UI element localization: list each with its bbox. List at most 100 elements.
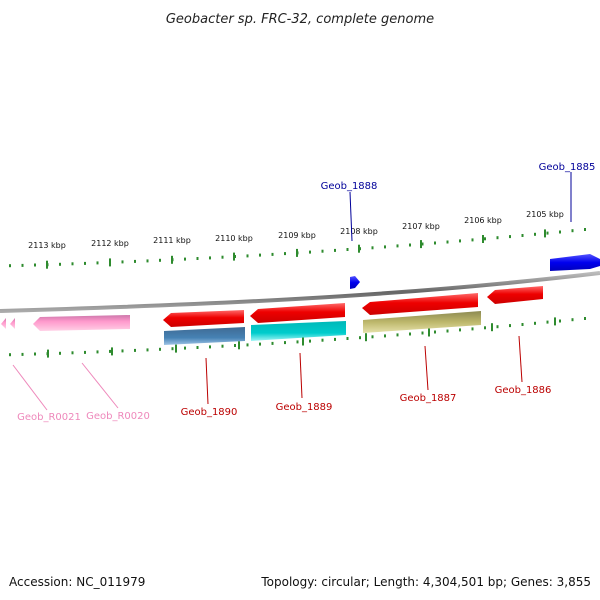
reverse-scale-minor-tick [346, 337, 349, 340]
reverse-strand-row-2 [164, 311, 481, 345]
reverse-scale-minor-tick [146, 348, 149, 352]
reverse-scale-minor-tick [534, 321, 536, 325]
forward-scale-minor-tick [346, 248, 349, 251]
reverse-scale-minor-tick [384, 334, 386, 338]
forward-scale-minor-tick [584, 228, 586, 231]
forward-scale-minor-tick [484, 237, 486, 241]
forward-scale-minor-tick [459, 239, 461, 243]
reverse-scale-minor-tick [259, 342, 261, 346]
reverse-scale-minor-tick [371, 335, 374, 339]
gene-geob-1885[interactable] [550, 254, 600, 271]
reverse-scale-minor-tick [21, 352, 24, 356]
reverse-scale-minor-tick [396, 333, 399, 337]
label-geob-1887[interactable]: Geob_1887 [400, 393, 457, 404]
label-geob-r0020[interactable]: Geob_R0020 [86, 411, 150, 422]
label-geob-1888[interactable]: Geob_1888 [321, 181, 378, 192]
gene-geob-1889[interactable] [250, 303, 345, 323]
forward-scale-minor-tick [159, 258, 161, 262]
reverse-scale-minor-tick [471, 327, 474, 331]
forward-scale-minor-tick [309, 250, 311, 254]
forward-scale-minor-tick [146, 259, 149, 263]
leader-geob-1890 [205, 357, 209, 405]
feature-khaki-block[interactable] [363, 311, 481, 333]
reverse-scale-minor-tick [134, 348, 136, 352]
leader-geob-1888 [349, 191, 353, 242]
tick-label-2111: 2111 kbp [153, 236, 191, 245]
tick-label-2107: 2107 kbp [402, 222, 440, 231]
genome-backbone [0, 271, 600, 313]
reverse-scale-dots [9, 317, 586, 357]
gene-geob-r0021-a[interactable] [1, 318, 6, 329]
reverse-scale-minor-tick [571, 318, 574, 322]
reverse-scale-minor-tick [59, 351, 61, 355]
forward-scale-major-tick [171, 255, 173, 264]
gene-geob-1890[interactable] [163, 310, 244, 327]
forward-scale-minor-tick [84, 261, 86, 265]
reverse-scale-minor-tick [559, 319, 561, 323]
forward-scale-major-tick [233, 252, 235, 261]
reverse-scale-major-tick [47, 349, 49, 358]
label-geob-1889[interactable]: Geob_1889 [276, 402, 333, 413]
forward-scale-minor-tick [471, 238, 474, 242]
reverse-scale-minor-tick [121, 349, 124, 353]
forward-scale-minor-tick [546, 231, 549, 235]
leader-geob-1889 [299, 352, 303, 399]
forward-scale-major-tick [420, 240, 422, 249]
forward-scale-minor-tick [384, 245, 386, 249]
forward-scale-minor-tick [371, 246, 374, 250]
forward-scale-major-tick [358, 244, 360, 253]
forward-scale-minor-tick [409, 243, 411, 247]
scale-labels: 2113 kbp 2112 kbp 2111 kbp 2110 kbp 2109… [28, 210, 564, 250]
gene-geob-1886[interactable] [487, 286, 543, 304]
reverse-scale-minor-tick [446, 329, 449, 333]
reverse-scale-minor-tick [459, 328, 461, 332]
forward-scale-minor-tick [334, 248, 336, 252]
reverse-scale-minor-tick [221, 344, 224, 348]
reverse-scale-minor-tick [184, 346, 186, 350]
forward-scale-minor-tick [509, 235, 511, 239]
gene-geob-1887[interactable] [362, 293, 478, 315]
reverse-scale-minor-tick [509, 324, 511, 328]
reverse-scale-major-tick [554, 317, 556, 326]
tick-label-2112: 2112 kbp [91, 239, 129, 248]
reverse-scale [9, 317, 586, 358]
reverse-scale-minor-tick [496, 325, 499, 329]
feature-steel-block[interactable] [164, 327, 245, 345]
forward-scale-minor-tick [534, 232, 536, 236]
leader-geob-1886 [518, 335, 523, 383]
reverse-scale-minor-tick [271, 341, 274, 345]
tick-label-2108: 2108 kbp [340, 227, 378, 236]
forward-scale-minor-tick [271, 252, 274, 256]
label-geob-1886[interactable]: Geob_1886 [495, 385, 552, 396]
reverse-scale-major-tick [302, 337, 304, 346]
reverse-scale-minor-tick [546, 320, 549, 324]
forward-scale-minor-tick [209, 256, 211, 260]
tick-label-2105: 2105 kbp [526, 210, 564, 219]
label-geob-r0021[interactable]: Geob_R0021 [17, 412, 81, 423]
gene-geob-r0021-b[interactable] [10, 318, 15, 329]
leader-geob-r0021 [12, 364, 48, 411]
reverse-scale-minor-tick [234, 344, 236, 347]
reverse-scale-major-tick [365, 333, 367, 342]
gene-geob-1888[interactable] [350, 276, 360, 289]
forward-scale-minor-tick [71, 262, 74, 266]
forward-scale-major-tick [109, 258, 111, 267]
reverse-scale-major-tick [428, 328, 430, 337]
gene-labels: Geob_1885 Geob_1888 Geob_1886 Geob_1887 … [17, 162, 595, 423]
forward-scale-minor-tick [434, 241, 436, 245]
reverse-scale-major-tick [111, 347, 113, 356]
reverse-scale-minor-tick [34, 352, 36, 356]
reverse-scale-minor-tick [584, 317, 586, 320]
reverse-scale-minor-tick [334, 337, 336, 341]
label-geob-1885[interactable]: Geob_1885 [539, 162, 596, 173]
gene-geob-r0020[interactable] [33, 315, 130, 331]
forward-scale-minor-tick [496, 236, 499, 240]
genome-summary-text: Topology: circular; Length: 4,304,501 bp… [260, 575, 591, 589]
label-geob-1890[interactable]: Geob_1890 [181, 407, 238, 418]
feature-cyan-block[interactable] [251, 321, 346, 341]
reverse-scale-major-tick [238, 341, 240, 350]
forward-scale-minor-tick [59, 262, 61, 266]
reverse-scale-minor-tick [321, 338, 324, 342]
reverse-scale-minor-tick [159, 347, 161, 351]
